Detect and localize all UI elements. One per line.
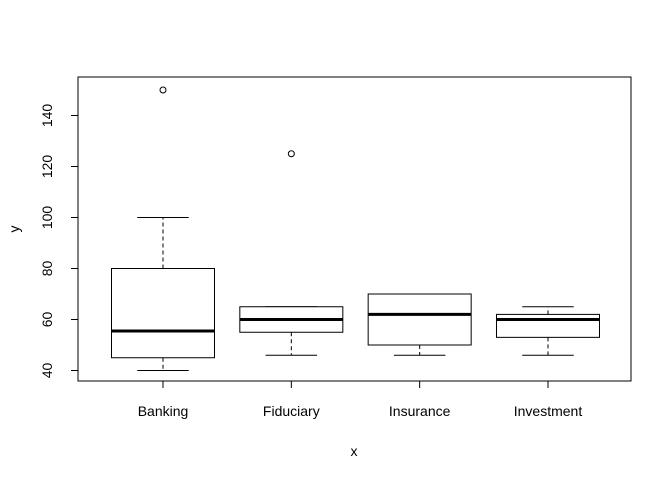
y-tick-label: 40 — [39, 363, 55, 379]
box-insurance — [367, 293, 472, 356]
iqr-box — [495, 313, 600, 338]
iqr-box — [367, 293, 472, 346]
x-tick-label: Insurance — [389, 403, 451, 419]
y-axis: 40 60 80 100 120 140 — [39, 104, 79, 379]
y-tick-label: 100 — [39, 206, 55, 230]
outlier-point — [287, 150, 295, 158]
box-banking — [111, 86, 215, 371]
outlier-point — [159, 86, 167, 94]
y-tick-label: 60 — [39, 312, 55, 328]
x-tick-label: Investment — [514, 403, 583, 419]
boxes-layer — [111, 86, 600, 371]
iqr-box — [111, 268, 215, 359]
y-tick-label: 120 — [39, 155, 55, 179]
box-fiduciary — [239, 150, 344, 356]
y-tick-label: 140 — [39, 104, 55, 128]
x-axis: Banking Fiduciary Insurance Investment — [138, 380, 583, 419]
x-tick-label: Fiduciary — [263, 403, 320, 419]
y-axis-label: y — [6, 226, 22, 233]
x-axis-label: x — [351, 443, 358, 459]
y-tick-label: 80 — [39, 261, 55, 277]
box-investment — [495, 306, 600, 356]
x-tick-label: Banking — [138, 403, 189, 419]
